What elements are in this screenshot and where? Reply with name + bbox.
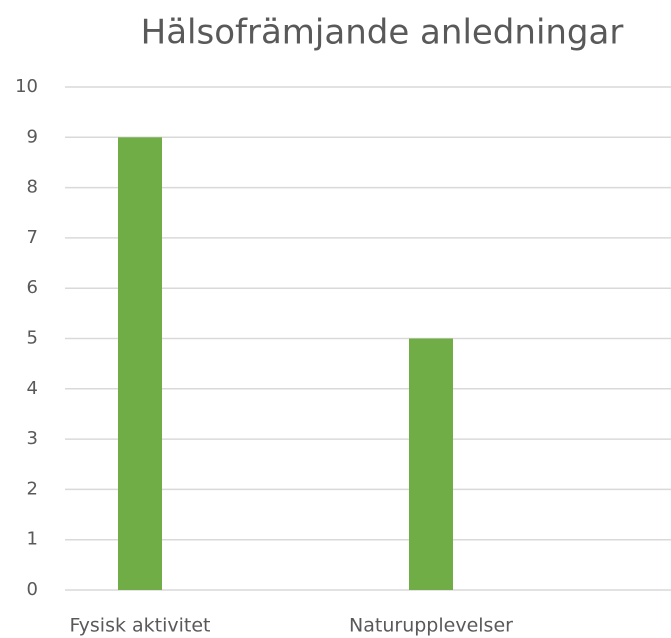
y-tick-label: 8 xyxy=(27,177,38,198)
x-tick-label: Naturupplevelser xyxy=(349,615,513,637)
y-tick-label: 3 xyxy=(27,428,38,449)
x-tick-label: Fysisk aktivitet xyxy=(69,615,210,637)
bar xyxy=(409,338,453,590)
y-tick-label: 4 xyxy=(27,378,38,399)
chart-title: Hälsofrämjande anledningar xyxy=(141,13,624,53)
y-tick-label: 5 xyxy=(27,328,38,349)
y-tick-label: 10 xyxy=(15,76,38,97)
y-tick-label: 7 xyxy=(27,227,38,248)
y-tick-label: 0 xyxy=(27,579,38,600)
y-tick-label: 9 xyxy=(27,126,38,147)
y-tick-label: 1 xyxy=(27,529,38,550)
bar xyxy=(118,137,162,591)
y-tick-label: 6 xyxy=(27,277,38,298)
y-tick-label: 2 xyxy=(27,478,38,499)
